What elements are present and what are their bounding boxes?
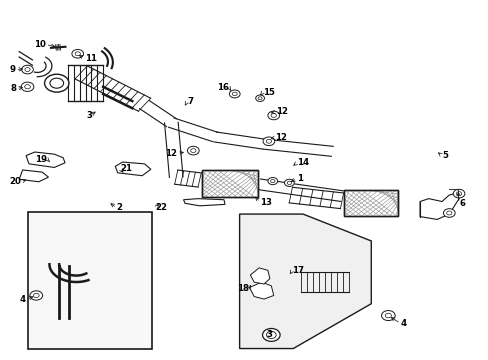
Text: 18: 18: [237, 284, 249, 293]
Polygon shape: [249, 282, 273, 299]
Circle shape: [21, 65, 33, 74]
Polygon shape: [183, 199, 224, 206]
Text: 3: 3: [266, 330, 272, 339]
Circle shape: [229, 90, 240, 98]
Bar: [344, 190, 397, 216]
Circle shape: [267, 177, 277, 185]
Circle shape: [50, 78, 63, 88]
Polygon shape: [19, 170, 48, 182]
Circle shape: [262, 328, 280, 341]
Bar: [202, 170, 257, 197]
Text: 8: 8: [10, 84, 16, 93]
Text: 12: 12: [276, 107, 287, 116]
Text: 11: 11: [84, 54, 96, 63]
Circle shape: [270, 113, 276, 117]
Circle shape: [446, 211, 451, 215]
Polygon shape: [250, 268, 269, 284]
Circle shape: [72, 49, 83, 58]
Circle shape: [21, 82, 34, 91]
Circle shape: [24, 85, 30, 89]
Circle shape: [187, 146, 199, 155]
Text: 10: 10: [34, 40, 45, 49]
Circle shape: [443, 209, 454, 217]
Circle shape: [284, 179, 294, 186]
Text: 7: 7: [186, 97, 193, 106]
Text: 3: 3: [87, 111, 93, 120]
Circle shape: [30, 291, 42, 300]
Text: 21: 21: [120, 164, 132, 173]
Polygon shape: [239, 214, 370, 348]
Polygon shape: [115, 162, 151, 176]
Text: 4: 4: [20, 295, 26, 304]
Bar: [27, 212, 152, 348]
Text: 2: 2: [117, 203, 122, 212]
Text: 5: 5: [441, 151, 447, 160]
Circle shape: [258, 97, 262, 100]
Circle shape: [44, 74, 69, 92]
Text: 20: 20: [9, 177, 21, 186]
Text: 4: 4: [400, 319, 406, 328]
Circle shape: [385, 313, 390, 318]
Text: 12: 12: [165, 149, 177, 158]
Text: 14: 14: [297, 158, 308, 167]
Text: 13: 13: [260, 198, 271, 207]
Text: 12: 12: [274, 133, 286, 142]
Circle shape: [455, 192, 461, 195]
Circle shape: [232, 92, 237, 96]
Circle shape: [190, 149, 196, 153]
Circle shape: [255, 95, 264, 102]
Circle shape: [452, 189, 464, 198]
Circle shape: [286, 181, 291, 184]
Polygon shape: [419, 193, 458, 220]
Circle shape: [263, 137, 274, 145]
Text: 17: 17: [292, 266, 304, 275]
Text: 1: 1: [297, 174, 303, 183]
Circle shape: [270, 180, 274, 183]
Bar: [202, 170, 257, 197]
Text: 9: 9: [9, 65, 15, 74]
Text: 16: 16: [217, 83, 228, 92]
Circle shape: [25, 68, 30, 72]
Circle shape: [265, 139, 271, 143]
Circle shape: [33, 293, 39, 298]
Text: 19: 19: [35, 155, 47, 164]
Circle shape: [266, 331, 276, 338]
Text: 6: 6: [458, 199, 464, 208]
Bar: [344, 190, 397, 216]
Circle shape: [75, 52, 80, 56]
Circle shape: [381, 311, 394, 320]
Text: 15: 15: [263, 87, 274, 96]
Text: 22: 22: [156, 203, 167, 212]
Polygon shape: [26, 152, 65, 167]
Circle shape: [267, 111, 279, 120]
